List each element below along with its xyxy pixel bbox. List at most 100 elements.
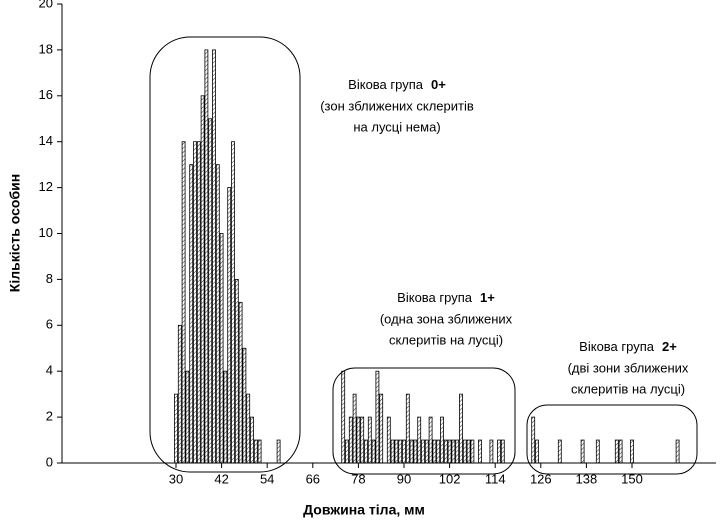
bar xyxy=(398,439,403,464)
bar xyxy=(462,439,467,464)
annotation-label: Вікова група xyxy=(397,290,473,305)
bar xyxy=(242,347,247,464)
bar xyxy=(379,393,384,464)
x-tick-label: 102 xyxy=(439,471,461,486)
y-tick-label: 16 xyxy=(39,87,53,102)
annotation-line: (дві зони зближених xyxy=(568,360,689,375)
bar xyxy=(253,439,258,464)
bar xyxy=(375,370,380,464)
bar xyxy=(630,439,634,464)
bar xyxy=(394,439,399,464)
bar xyxy=(409,439,414,464)
bar xyxy=(405,393,410,464)
bar xyxy=(371,439,376,464)
bar xyxy=(675,439,680,464)
x-tick-label: 30 xyxy=(169,471,183,486)
bar xyxy=(451,439,456,464)
bar xyxy=(595,439,600,464)
annotation-group: 0+ xyxy=(431,77,446,92)
bar xyxy=(223,370,228,464)
annotation-label: Вікова група xyxy=(579,339,655,354)
bar xyxy=(348,416,353,464)
group-outline xyxy=(149,36,301,473)
bar xyxy=(500,439,505,464)
bar xyxy=(618,439,623,464)
bar xyxy=(181,141,186,464)
y-tick-label: 12 xyxy=(39,179,53,194)
bar xyxy=(478,439,482,464)
bar xyxy=(341,370,346,464)
bar xyxy=(200,95,205,464)
bar xyxy=(196,141,201,464)
annotation-label: Вікова група xyxy=(348,77,424,92)
bar xyxy=(417,416,422,464)
bar xyxy=(204,49,209,464)
bar xyxy=(497,439,501,464)
x-tick-label: 126 xyxy=(530,471,552,486)
bar xyxy=(231,141,235,464)
bar xyxy=(246,393,251,464)
bar xyxy=(455,439,460,464)
annotation-title: Вікова група 1+ xyxy=(397,290,495,305)
x-tick-label: 42 xyxy=(214,471,228,486)
bar xyxy=(250,416,254,464)
bar xyxy=(360,416,365,464)
annotation-group: 2+ xyxy=(662,339,677,354)
bar xyxy=(459,393,463,464)
bar xyxy=(257,439,262,464)
bar xyxy=(428,416,433,464)
y-tick-label: 10 xyxy=(39,225,53,240)
x-tick-label: 150 xyxy=(621,471,643,486)
bar xyxy=(436,439,441,464)
bar xyxy=(386,416,391,464)
x-axis-label: Довжина тіла, мм xyxy=(303,502,425,518)
bar xyxy=(432,439,437,464)
bar xyxy=(219,233,224,464)
bar xyxy=(189,164,194,464)
y-tick-label: 20 xyxy=(39,0,53,10)
x-tick-label: 114 xyxy=(485,471,506,486)
bar xyxy=(421,439,425,464)
bar xyxy=(227,187,232,464)
bar xyxy=(215,164,220,464)
bar xyxy=(356,416,361,464)
y-tick-label: 2 xyxy=(46,409,53,424)
x-tick-label: 138 xyxy=(576,471,598,486)
bar xyxy=(447,439,452,464)
group-outline xyxy=(526,404,698,475)
bar xyxy=(531,416,536,464)
bar xyxy=(489,439,494,464)
bar xyxy=(234,278,239,464)
x-tick-label: 78 xyxy=(351,471,365,486)
y-axis-label: Кількість особин xyxy=(7,174,23,292)
group-outline xyxy=(332,367,516,475)
bar xyxy=(364,439,368,464)
bar xyxy=(174,393,178,464)
bar xyxy=(185,370,190,464)
y-tick-label: 8 xyxy=(46,271,53,286)
annotation-title: Вікова група 2+ xyxy=(579,339,677,354)
bar xyxy=(193,141,197,464)
bar xyxy=(466,439,471,464)
x-tick-label: 66 xyxy=(306,471,320,486)
bar xyxy=(390,439,395,464)
y-tick-label: 0 xyxy=(46,454,53,469)
bar xyxy=(440,416,444,464)
bar xyxy=(413,439,418,464)
bar xyxy=(402,439,406,464)
annotation-line: на лусці нема) xyxy=(353,119,440,134)
bar xyxy=(535,439,539,464)
bar xyxy=(352,393,357,464)
bar xyxy=(424,439,429,464)
bar xyxy=(212,49,216,464)
x-tick-label: 90 xyxy=(397,471,411,486)
bar xyxy=(276,439,281,464)
annotation-line: склеритів на лусці) xyxy=(571,381,685,396)
bar xyxy=(557,439,562,464)
bar xyxy=(443,439,448,464)
annotation-group: 1+ xyxy=(480,290,495,305)
annotation-title: Вікова група 0+ xyxy=(348,77,446,92)
bar xyxy=(345,439,349,464)
bar xyxy=(238,301,243,464)
